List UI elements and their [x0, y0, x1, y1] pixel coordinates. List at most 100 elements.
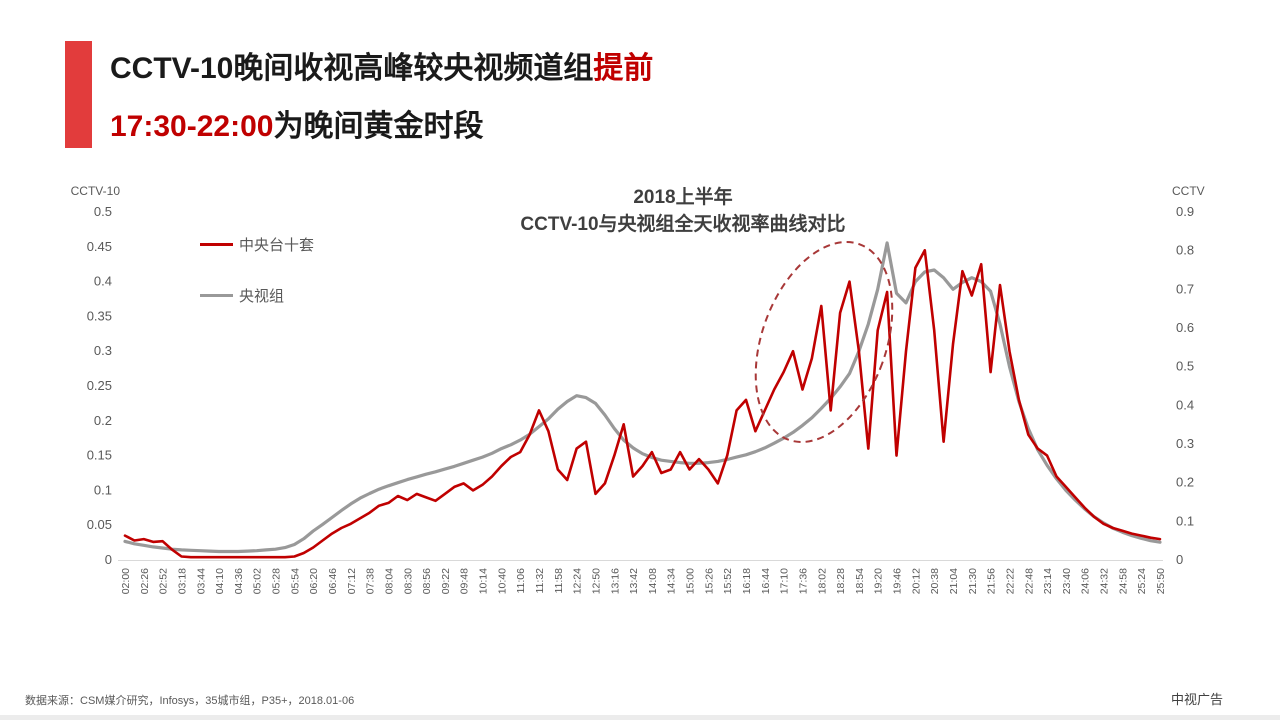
right-axis-tick-label: 0.4 — [1176, 397, 1194, 412]
title-line2-red: 17:30-22:00 — [110, 110, 274, 143]
x-axis-tick-label: 10:40 — [496, 568, 508, 594]
legend-swatch-line — [200, 243, 233, 246]
x-axis-tick-label: 10:14 — [478, 568, 490, 594]
left-axis-tick-label: 0.3 — [94, 343, 112, 358]
x-axis-tick-label: 16:44 — [760, 568, 772, 594]
x-axis-tick-label: 02:00 — [120, 568, 132, 594]
x-axis-tick-label: 24:32 — [1099, 568, 1111, 594]
x-axis-tick-label: 14:34 — [666, 568, 678, 594]
x-axis-tick-label: 17:10 — [779, 568, 791, 594]
title-accent-bar — [65, 41, 92, 148]
x-axis-tick-label: 07:12 — [346, 568, 358, 594]
x-axis-tick-label: 25:24 — [1136, 568, 1148, 594]
x-axis-tick-label: 06:20 — [308, 568, 320, 594]
x-axis-tick-label: 11:58 — [553, 568, 565, 594]
left-axis-tick-label: 0.05 — [87, 517, 112, 532]
x-axis-tick-label: 02:26 — [139, 568, 151, 594]
left-axis-tick-label: 0.2 — [94, 413, 112, 428]
x-axis-tick-label: 09:22 — [440, 568, 452, 594]
right-axis-tick-label: 0.3 — [1176, 436, 1194, 451]
x-axis-tick-label: 05:28 — [271, 568, 283, 594]
x-axis-tick-label: 03:44 — [195, 568, 207, 594]
x-axis-tick-label: 02:52 — [158, 568, 170, 594]
x-axis-tick-label: 25:50 — [1155, 568, 1167, 594]
chart-title-line1: 2018上半年 — [633, 187, 733, 208]
x-axis-tick-label: 18:28 — [835, 568, 847, 594]
x-axis-tick-label: 08:56 — [421, 568, 433, 594]
legend-label: 央视组 — [239, 288, 285, 305]
data-source-note: 数据来源：CSM媒介研究，Infosys，35城市组，P35+，2018.01-… — [25, 695, 355, 707]
legend-item-cctv-group: 央视组 — [200, 285, 314, 306]
left-axis-tick-label: 0 — [105, 552, 112, 567]
slide-title-line2: 17:30-22:00为晚间黄金时段 — [110, 110, 483, 144]
x-axis-tick-label: 21:30 — [967, 568, 979, 594]
x-axis-tick-label: 23:40 — [1061, 568, 1073, 594]
x-axis-tick-label: 19:20 — [873, 568, 885, 594]
x-axis-tick-label: 17:36 — [797, 568, 809, 594]
right-axis-tick-label: 0.9 — [1176, 204, 1194, 219]
x-axis-tick-label: 23:14 — [1042, 568, 1054, 594]
right-axis-tick-label: 0.5 — [1176, 359, 1194, 374]
left-axis-title: CCTV-10 — [70, 184, 120, 198]
left-axis-tick-label: 0.35 — [87, 308, 112, 323]
legend-label: 中央台十套 — [239, 237, 315, 254]
x-axis-tick-label: 03:18 — [176, 568, 188, 594]
left-axis-tick-label: 0.1 — [94, 482, 112, 497]
x-axis-tick-label: 07:38 — [365, 568, 377, 594]
right-axis-title: CCTV — [1172, 184, 1205, 198]
left-axis-tick-label: 0.15 — [87, 448, 112, 463]
x-axis-tick-label: 24:58 — [1117, 568, 1129, 594]
x-axis-tick-label: 12:50 — [590, 568, 602, 594]
x-axis-tick-label: 12:24 — [572, 568, 584, 594]
right-axis-tick-label: 0 — [1176, 552, 1183, 567]
x-axis-tick-label: 13:42 — [628, 568, 640, 594]
left-axis-tick-label: 0.5 — [94, 204, 112, 219]
right-axis-tick-label: 0.8 — [1176, 243, 1194, 258]
x-axis-tick-label: 15:26 — [703, 568, 715, 594]
x-axis-tick-label: 14:08 — [647, 568, 659, 594]
right-axis-tick-label: 0.2 — [1176, 475, 1194, 490]
right-axis-tick-label: 0.7 — [1176, 281, 1194, 296]
x-axis-tick-label: 08:04 — [383, 568, 395, 594]
chart-title-line2: CCTV-10与央视组全天收视率曲线对比 — [520, 214, 846, 235]
x-axis-tick-label: 21:56 — [986, 568, 998, 594]
x-axis-tick-label: 18:54 — [854, 568, 866, 594]
legend-swatch-line — [200, 293, 233, 298]
x-axis-tick-label: 09:48 — [459, 568, 471, 594]
left-axis-tick-label: 0.25 — [87, 378, 112, 393]
x-axis-tick-label: 06:46 — [327, 568, 339, 594]
title-line2-black: 为晚间黄金时段 — [273, 110, 484, 143]
legend-item-cctv10: 中央台十套 — [200, 234, 314, 255]
slide-bottom-strip — [0, 715, 1280, 720]
brand-label: 中视广告 — [1170, 692, 1223, 707]
x-axis-tick-label: 18:02 — [816, 568, 828, 594]
title-line1-red: 提前 — [593, 52, 654, 85]
x-axis-tick-label: 20:12 — [910, 568, 922, 594]
slide-title-line1: CCTV-10晚间收视高峰较央视频道组提前 — [110, 52, 653, 86]
x-axis-tick-label: 19:46 — [892, 568, 904, 594]
cctv10-series-line — [123, 249, 1162, 559]
chart-legend: 中央台十套 央视组 — [200, 234, 314, 306]
x-axis-tick-label: 08:30 — [402, 568, 414, 594]
x-axis-tick-label: 16:18 — [741, 568, 753, 594]
x-axis-tick-label: 21:04 — [948, 568, 960, 594]
title-line1-black: CCTV-10晚间收视高峰较央视频道组 — [110, 52, 594, 85]
evening-peak-highlight-ellipse — [754, 240, 894, 444]
left-axis-tick-label: 0.45 — [87, 239, 112, 254]
right-axis-tick-label: 0.1 — [1176, 513, 1194, 528]
x-axis-tick-label: 22:48 — [1023, 568, 1035, 594]
x-axis-tick-label: 05:54 — [289, 568, 301, 594]
x-axis-tick-label: 11:06 — [515, 568, 527, 594]
cctv-group-series-line — [123, 241, 1162, 554]
x-axis-tick-label: 04:36 — [233, 568, 245, 594]
x-axis-tick-label: 15:52 — [722, 568, 734, 594]
chart-title: 2018上半年 CCTV-10与央视组全天收视率曲线对比 — [403, 184, 963, 238]
x-axis-tick-label: 04:10 — [214, 568, 226, 594]
left-axis-tick-label: 0.4 — [94, 274, 112, 289]
x-axis-tick-label: 24:06 — [1080, 568, 1092, 594]
x-axis-tick-label: 11:32 — [534, 568, 546, 594]
x-axis-tick-label: 13:16 — [609, 568, 621, 594]
x-axis-tick-label: 20:38 — [929, 568, 941, 594]
